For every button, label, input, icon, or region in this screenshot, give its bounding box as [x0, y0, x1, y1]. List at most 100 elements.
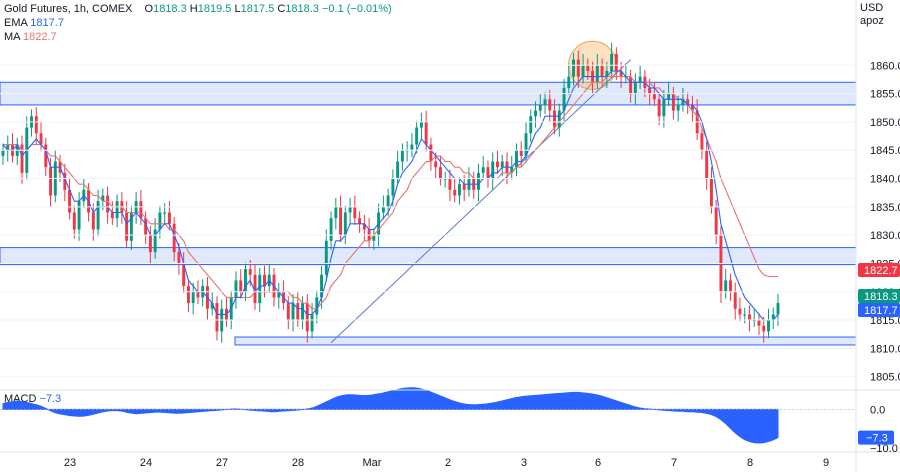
candle-body	[343, 212, 347, 236]
candle-body	[358, 218, 362, 224]
candle-body	[415, 127, 419, 145]
currency-line1: USD	[860, 2, 884, 14]
candle	[724, 269, 728, 299]
candle	[44, 137, 48, 177]
candle	[334, 197, 338, 230]
candle	[367, 218, 371, 248]
candle	[258, 267, 262, 313]
candle-body	[410, 144, 414, 151]
candle	[686, 92, 690, 114]
candle	[534, 101, 537, 128]
candle	[771, 307, 775, 330]
candle-body	[6, 144, 10, 151]
candle-body	[210, 303, 214, 309]
candle	[186, 279, 190, 313]
y-tick-label: 1815.0	[870, 315, 900, 327]
y-tick-label: 1840.0	[870, 174, 900, 186]
candle-body	[638, 76, 642, 83]
currency-unit[interactable]: USD apoz	[860, 2, 890, 28]
ema-value: 1817.7	[30, 17, 64, 29]
x-tick-label: 27	[216, 457, 228, 469]
candle	[690, 95, 694, 122]
candle	[429, 137, 433, 171]
candle	[733, 282, 737, 321]
candle-body	[362, 223, 366, 230]
candle	[324, 229, 328, 282]
open-value: 1818.3	[153, 3, 187, 15]
macd-badge: −7.3	[858, 430, 894, 445]
candle	[767, 308, 770, 339]
open-label: O	[144, 3, 154, 15]
candle-body	[400, 150, 404, 162]
candle-body	[496, 161, 499, 168]
candle	[671, 86, 675, 120]
ema-line	[2, 70, 779, 321]
candle	[134, 192, 138, 224]
candle-body	[519, 150, 523, 156]
candle	[638, 65, 642, 90]
candle-body	[305, 303, 309, 332]
candle-body	[724, 280, 728, 292]
candle-body	[244, 269, 247, 292]
candle	[320, 265, 324, 309]
candle	[263, 265, 266, 298]
candle	[291, 294, 295, 332]
candle-body	[301, 303, 305, 321]
y-tick-label: 1810.0	[870, 343, 900, 355]
candle	[776, 294, 780, 326]
y-tick-label: 1860.0	[870, 60, 900, 72]
candle-body	[776, 303, 780, 315]
x-tick-label: 24	[140, 457, 152, 469]
y-tick-label: 1850.0	[870, 117, 900, 129]
candle	[657, 92, 661, 126]
candle	[567, 65, 571, 95]
candle	[553, 99, 556, 135]
symbol-label[interactable]: Gold Futures, 1h, COMEX	[4, 3, 133, 15]
candle-body	[91, 212, 95, 230]
price-badge-ema: 1817.7	[858, 303, 900, 317]
change-value: −0.1 (−0.01%)	[321, 3, 392, 15]
x-tick-label: 8	[747, 457, 753, 469]
candle-body	[543, 99, 547, 105]
ema-label[interactable]: EMA	[4, 17, 28, 29]
candle-body	[277, 291, 281, 298]
candle	[667, 82, 671, 107]
candle	[115, 194, 119, 228]
candle-body	[548, 99, 552, 111]
candle-body	[481, 167, 485, 173]
candle-body	[462, 184, 466, 190]
price-pane[interactable]	[0, 40, 857, 346]
macd-pane[interactable]	[0, 387, 856, 444]
candle-body	[515, 150, 518, 168]
candle-body	[163, 212, 167, 214]
x-tick-label: 3	[521, 457, 527, 469]
candle-body	[572, 59, 576, 77]
candle-body	[291, 303, 295, 321]
candle	[476, 163, 480, 202]
candle	[239, 269, 243, 299]
candle	[15, 137, 19, 165]
candle	[339, 195, 343, 242]
candle	[467, 167, 471, 197]
candle-body	[215, 303, 219, 332]
candle-body	[334, 206, 338, 219]
candle-body	[20, 144, 24, 173]
macd-tick-label: 0.0	[870, 404, 885, 416]
candle-body	[553, 110, 556, 128]
candle-body	[315, 297, 319, 315]
candle-body	[186, 286, 190, 304]
candle	[652, 82, 656, 107]
candle	[543, 92, 547, 114]
candle	[496, 150, 499, 174]
trendline	[330, 59, 631, 344]
candle-body	[438, 167, 442, 179]
candle-body	[757, 320, 761, 326]
ma-label[interactable]: MA	[4, 31, 20, 43]
candle	[148, 226, 152, 264]
candle-body	[391, 178, 395, 196]
candle	[362, 214, 366, 241]
candle-body	[728, 280, 732, 292]
candle-body	[177, 252, 181, 264]
